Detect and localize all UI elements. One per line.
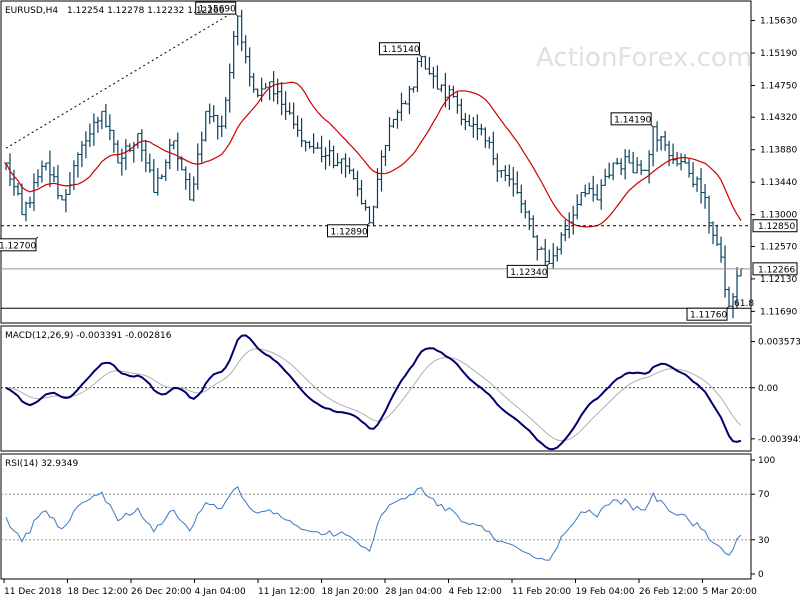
price-label-box	[327, 224, 369, 238]
time-axis-label: 11 Dec 2018	[4, 587, 62, 597]
horizontal-lines-layer: 1.12850 1.12266	[1, 219, 798, 309]
macd-line	[5, 334, 742, 451]
price-label-box	[195, 1, 237, 15]
macd-signal-line	[5, 348, 742, 442]
macd-pane-frame	[0, 325, 752, 452]
time-axis-label: 11 Feb 20:00	[512, 587, 571, 597]
rsi-axis-label: 100	[758, 456, 775, 466]
price-tag-box	[752, 219, 798, 233]
chart-title: EURUSD,H4 1.12254 1.12278 1.12232 1.1226…	[5, 6, 225, 16]
price-label: 1.15140	[382, 45, 419, 55]
time-axis-label: 28 Jan 04:00	[385, 587, 442, 597]
price-label-leader	[35, 236, 39, 240]
time-axis: 11 Dec 2018 18 Dec 12:00 26 Dec 20:00 4 Jan…	[3, 579, 758, 597]
rsi-axis-label: 70	[758, 490, 770, 500]
moving-average-layer	[5, 81, 742, 228]
price-label-leader	[546, 263, 550, 266]
rsi-title: RSI(14) 32.9349	[5, 459, 78, 469]
macd-axis-label: 0.00	[758, 384, 778, 394]
price-tag-box	[752, 262, 798, 276]
price-label: 1.11760	[690, 311, 727, 321]
price-label: 1.12340	[510, 268, 547, 278]
rsi-axis-label: 0	[758, 570, 764, 580]
price-label: 1.14190	[614, 115, 651, 125]
price-label-box	[0, 238, 37, 252]
time-axis-label: 4 Jan 04:00	[195, 587, 247, 597]
price-axis: 1.15630 1.15190 1.14750 1.14320 1.13880 1.134…	[751, 17, 797, 317]
rsi-axis-label: 30	[758, 536, 770, 546]
price-pane-frame	[0, 0, 752, 324]
price-axis-label: 1.14320	[760, 113, 797, 123]
time-axis-label: 4 Feb 12:00	[449, 587, 503, 597]
price-label-leader	[367, 222, 370, 226]
price-label-box	[506, 264, 548, 278]
macd-title: MACD(12,26,9) -0.003391 -0.002816	[5, 331, 172, 341]
moving-average-line	[5, 81, 742, 228]
rsi-pane-frame	[0, 453, 752, 580]
price-label-leader	[726, 305, 730, 309]
price-axis-label: 1.13440	[760, 178, 797, 188]
price-axis-label: 1.12130	[760, 275, 797, 285]
time-axis-label: 26 Feb 12:00	[639, 587, 698, 597]
price-label: 1.12700	[0, 241, 36, 251]
time-axis-label: 5 Mar 20:00	[703, 587, 758, 597]
candles-layer	[4, 9, 743, 319]
price-tag-label: 1.12850	[758, 222, 795, 232]
time-axis-label: 18 Jan 20:00	[322, 587, 379, 597]
price-label-leader	[650, 124, 654, 128]
price-axis-label: 1.14750	[760, 82, 797, 92]
rsi-layer: 100 70 30 0	[1, 456, 775, 580]
macd-axis-label: 0.003573	[758, 338, 800, 348]
symbol-label: EURUSD,H4	[5, 6, 58, 16]
ohlc-label: 1.12254 1.12278 1.12232 1.12266	[67, 6, 225, 16]
price-label-leader	[235, 13, 238, 17]
price-label-box	[610, 112, 652, 126]
price-axis-label: 1.13000	[760, 211, 797, 221]
price-axis-label: 1.13880	[760, 146, 797, 156]
price-label: 1.12890	[331, 227, 368, 237]
price-axis-label: 1.15190	[760, 49, 797, 59]
fib-label: 61.8	[734, 299, 754, 309]
time-axis-label: 26 Dec 20:00	[131, 587, 192, 597]
rsi-line	[5, 486, 742, 561]
price-label-box	[378, 42, 420, 56]
price-axis-label: 1.15630	[760, 17, 797, 27]
macd-layer: 0.003573 0.00 -0.003945	[1, 334, 800, 451]
price-label-box	[686, 307, 728, 321]
trendline-layer	[5, 9, 238, 149]
price-tag-label: 1.12266	[758, 265, 795, 275]
time-axis-label: 11 Jan 12:00	[258, 587, 315, 597]
price-axis-label: 1.11690	[760, 307, 797, 317]
trendline	[5, 9, 238, 149]
macd-axis-label: -0.003945	[758, 435, 800, 445]
price-label-leader	[419, 54, 422, 57]
watermark: ActionForex.com	[536, 43, 752, 73]
time-axis-label: 19 Feb 04:00	[576, 587, 635, 597]
price-labels-layer: 1.15690 1.15140 1.12890 1.12700 1.12340 1.141…	[0, 1, 730, 321]
time-axis-label: 18 Dec 12:00	[68, 587, 129, 597]
price-axis-label: 1.12570	[760, 242, 797, 252]
price-label: 1.15690	[199, 5, 236, 15]
